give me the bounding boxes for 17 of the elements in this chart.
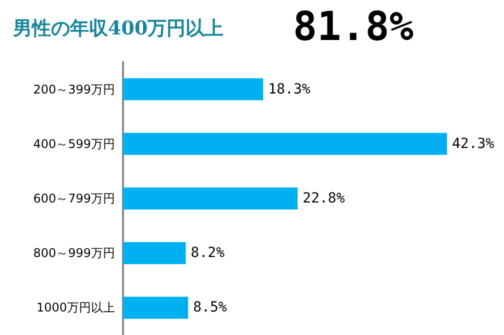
bar	[123, 132, 447, 155]
chart-subtitle: 81.8%	[293, 4, 414, 50]
y-tick-label: 1000万円以上	[36, 300, 115, 315]
chart-title: 男性の年収400万円以上	[12, 18, 224, 40]
data-label: 8.2%	[190, 245, 226, 262]
y-tick-label: 600～799万円	[33, 192, 115, 206]
bar	[123, 242, 186, 264]
y-tick-label: 400～599万円	[33, 136, 115, 151]
data-label: 42.3%	[452, 136, 495, 152]
y-tick-label: 200～399万円	[33, 82, 115, 96]
data-label: 8.5%	[193, 300, 228, 316]
bar	[123, 188, 298, 210]
bar	[123, 78, 264, 100]
y-tick-label: 800～999万円	[33, 246, 115, 260]
data-label: 18.3%	[268, 81, 311, 98]
data-label: 22.8%	[302, 190, 346, 206]
bar	[123, 296, 188, 319]
